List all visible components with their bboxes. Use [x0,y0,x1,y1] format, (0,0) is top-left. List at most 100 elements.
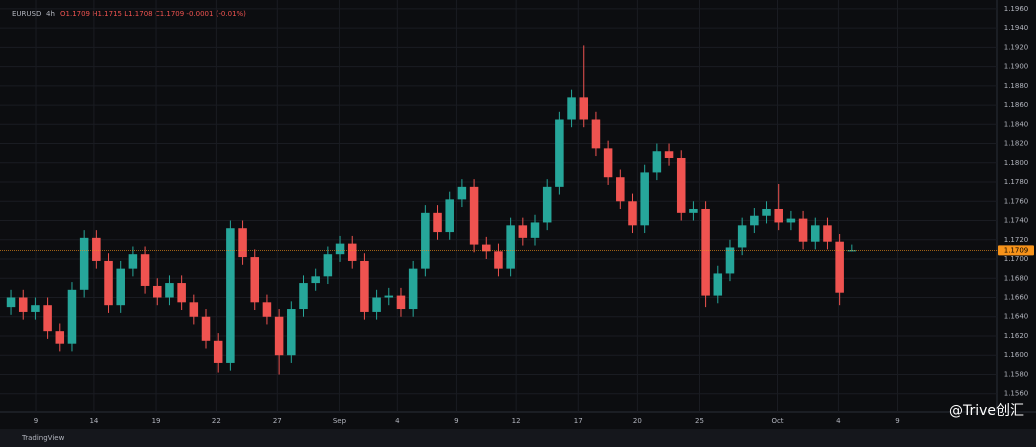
y-tick-label: 1.1680 [1004,274,1029,282]
candle-body [262,302,272,317]
symbol: EURUSD [12,10,41,18]
candle-body [287,309,296,356]
candle-body [445,199,454,233]
x-tick-label: 27 [273,417,282,425]
candle-body [774,208,783,223]
candle-body [396,295,406,310]
y-tick-label: 1.1880 [1004,82,1029,90]
candle-body [457,186,467,200]
candle-body [311,276,320,284]
candle-body [591,119,601,149]
x-tick-label: 12 [512,417,521,425]
candle-body [469,186,479,245]
y-tick-label: 1.1640 [1004,313,1029,321]
y-tick-label: 1.1560 [1004,390,1029,398]
candle-body [798,218,808,242]
y-tick-label: 1.1780 [1004,178,1029,186]
y-tick-label: 1.1800 [1004,159,1029,167]
candle-body [43,305,52,332]
y-tick-label: 1.1600 [1004,351,1029,359]
y-tick-label: 1.1960 [1004,5,1029,13]
y-tick-label: 1.1740 [1004,217,1029,225]
y-tick-label: 1.1940 [1004,24,1029,32]
candle-body [847,250,857,252]
x-tick-label: 25 [695,417,704,425]
candle-body [786,218,796,223]
candle-body [823,225,832,242]
x-tick-label: Oct [771,417,783,425]
y-tick-label: 1.1840 [1004,120,1029,128]
candle-body [713,273,723,296]
candle-body [640,172,649,226]
y-tick-label: 1.1760 [1004,197,1029,205]
candle-body [737,225,747,248]
candle-body [701,208,710,296]
candle-body [274,316,284,356]
candle-body [433,212,442,233]
candle-body [567,97,576,120]
last-price-tag [998,245,1034,256]
y-tick-label: 1.1700 [1004,255,1029,263]
candle-body [384,295,394,298]
candle-body [664,151,674,158]
last-price-label: 1.1709 [1004,246,1029,254]
x-tick-label: 4 [836,417,841,425]
candle-body [603,148,613,178]
y-tick-label: 1.1660 [1004,294,1029,302]
candle-body [530,222,540,238]
candle-body [92,237,101,261]
bottom-bar [0,429,1036,447]
candle-body [628,201,637,226]
x-tick-label: 17 [574,417,583,425]
ohlc-readout: O1.1709 H1.1715 L1.1708 C1.1709 -0.0001 … [60,10,246,18]
y-tick-label: 1.1860 [1004,101,1029,109]
candle-body [676,157,686,213]
candle-body [323,254,333,277]
candle-body [421,212,430,269]
candle-body [250,257,260,303]
candle-body [55,331,65,344]
candle-body [725,247,735,274]
candle-body [652,151,662,173]
candle-body [18,297,28,312]
candle-body [189,302,199,317]
candle-body [347,243,357,261]
x-tick-label: 22 [212,417,221,425]
candle-body [482,244,491,252]
candle-body [226,228,235,363]
candle-body [116,268,125,306]
candle-body [165,283,174,298]
candle-body [67,289,77,344]
candle-body [506,225,515,269]
y-tick-label: 1.1580 [1004,370,1029,378]
x-tick-label: 4 [395,417,400,425]
y-tick-label: 1.1820 [1004,140,1029,148]
x-tick-label: Sep [333,417,347,425]
candle-body [335,243,345,255]
candle-body [177,283,186,303]
candle-body [128,254,138,269]
candle-body [104,260,113,306]
candle-body [79,237,89,290]
candle-body [372,297,381,312]
candle-body [31,305,40,312]
candle-body [238,228,247,258]
y-tick-label: 1.1720 [1004,236,1029,244]
y-tick-label: 1.1620 [1004,332,1029,340]
candle-body [213,340,223,363]
interval: 4h [46,10,55,18]
candle-body [616,177,625,202]
x-tick-label: 20 [633,417,642,425]
candle-body [762,208,771,216]
candle-body [140,254,150,286]
brand: TradingView [21,434,65,442]
candle-body [153,285,162,298]
x-tick-label: 9 [34,417,38,425]
candle-body [835,241,844,293]
x-tick-label: 9 [454,417,458,425]
candle-body [6,297,16,308]
watermark: @Trive创汇 [949,403,1024,419]
candle-body [518,225,528,238]
